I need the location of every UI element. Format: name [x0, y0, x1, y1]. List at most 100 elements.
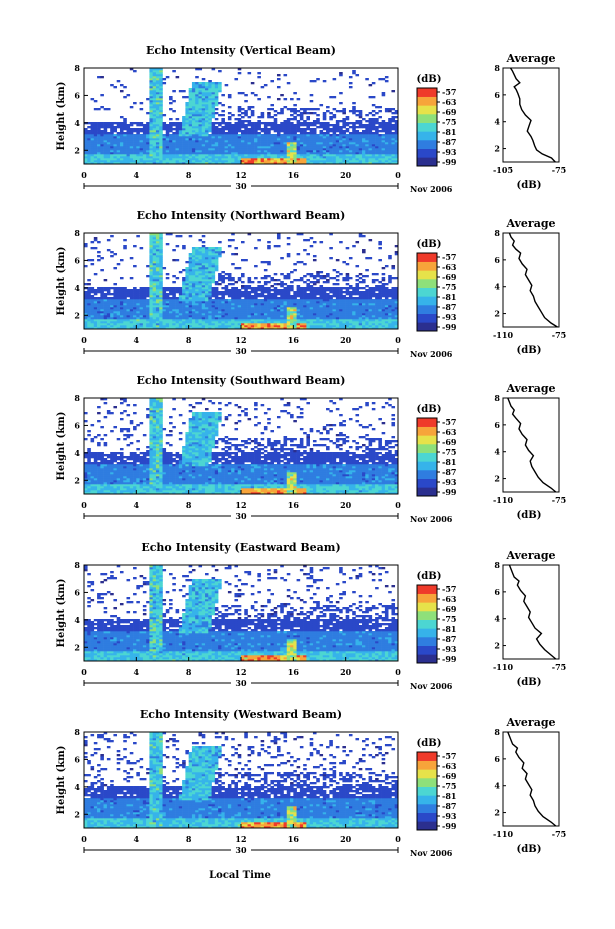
heatmap-cell	[198, 283, 203, 286]
heatmap-cell	[234, 327, 239, 330]
heatmap-cell	[342, 317, 346, 320]
heatmap-cell	[195, 277, 199, 280]
heatmap-cell	[159, 148, 163, 151]
heatmap-cell	[110, 138, 114, 141]
heatmap-cell	[358, 309, 363, 312]
heatmap-cell	[182, 162, 186, 165]
heatmap-cell	[146, 293, 150, 296]
heatmap-cell	[103, 138, 108, 141]
heatmap-cell	[214, 255, 219, 258]
heatmap-cell	[93, 321, 98, 324]
heatmap-cell	[348, 134, 353, 137]
heatmap-cell	[388, 154, 392, 157]
heatmap-cell	[191, 287, 196, 290]
heatmap-cell	[87, 158, 91, 161]
heatmap-cell	[165, 321, 170, 324]
heatmap-cell	[221, 301, 225, 304]
heatmap-cell	[231, 293, 235, 296]
heatmap-cell	[276, 146, 281, 149]
heatmap-cell	[394, 162, 399, 165]
heatmap-cell	[149, 70, 153, 73]
heatmap-cell	[250, 132, 255, 135]
heatmap-cell	[267, 142, 271, 145]
heatmap-cell	[195, 285, 199, 288]
heatmap-cell	[165, 76, 170, 79]
heatmap-cell	[263, 130, 268, 133]
heatmap-cell	[296, 158, 301, 161]
heatmap-cell	[139, 321, 144, 324]
heatmap-cell	[214, 126, 219, 129]
heatmap-cell	[299, 112, 304, 115]
heatmap-cell	[322, 122, 327, 125]
heatmap-cell	[175, 140, 180, 143]
heatmap-cell	[185, 150, 189, 153]
heatmap-cell	[319, 323, 324, 326]
heatmap-cell	[146, 150, 150, 153]
heatmap-cell	[133, 265, 137, 268]
heatmap-cell	[103, 311, 108, 314]
heatmap-cell	[339, 132, 343, 135]
heatmap-cell	[152, 249, 157, 252]
heatmap-cell	[191, 112, 196, 115]
heatmap-cell	[152, 158, 157, 161]
heatmap-cell	[126, 142, 131, 145]
heatmap-cell	[165, 124, 170, 127]
heatmap-cell	[316, 279, 320, 282]
heatmap-cell	[244, 144, 248, 147]
heatmap-cell	[299, 311, 304, 314]
heatmap-cell	[113, 307, 118, 310]
heatmap-cell	[119, 126, 124, 129]
heatmap-cell	[165, 134, 170, 137]
heatmap-cell	[165, 158, 170, 161]
heatmap-cell	[198, 144, 203, 147]
heatmap-cell	[169, 319, 173, 322]
profile-y-tick-label: 2	[494, 144, 500, 154]
heatmap-cell	[326, 319, 330, 322]
heatmap-cell	[368, 120, 373, 123]
heatmap-cell	[348, 146, 353, 149]
heatmap-cell	[93, 130, 98, 133]
heatmap-cell	[185, 269, 189, 272]
heatmap-cell	[191, 293, 196, 296]
heatmap-cell	[286, 297, 291, 300]
heatmap-cell	[296, 110, 301, 113]
heatmap-cell	[371, 104, 376, 107]
heatmap-cell	[273, 152, 278, 155]
heatmap-cell	[270, 152, 275, 155]
heatmap-cell	[332, 325, 337, 328]
heatmap-cell	[97, 309, 101, 312]
heatmap-cell	[375, 325, 379, 328]
heatmap-cell	[169, 154, 173, 157]
heatmap-cell	[312, 241, 317, 244]
heatmap-cell	[185, 299, 189, 302]
heatmap-cell	[191, 247, 196, 250]
heatmap-cell	[375, 158, 379, 161]
heatmap-cell	[191, 271, 196, 274]
heatmap-cell	[273, 122, 278, 125]
heatmap-cell	[195, 90, 199, 93]
heatmap-cell	[126, 130, 131, 133]
heatmap-cell	[227, 245, 232, 248]
heatmap-cell	[188, 257, 193, 260]
heatmap-cell	[152, 108, 157, 111]
heatmap-cell	[276, 138, 281, 141]
heatmap-cell	[250, 82, 255, 85]
heatmap-cell	[218, 102, 222, 105]
heatmap-cell	[188, 299, 193, 302]
heatmap-cell	[185, 158, 189, 161]
heatmap-cell	[319, 144, 324, 147]
heatmap-cell	[299, 297, 304, 300]
heatmap-cell	[129, 150, 134, 153]
heatmap-cell	[270, 311, 275, 314]
heatmap-cell	[234, 124, 239, 127]
heatmap-cell	[280, 144, 284, 147]
heatmap-cell	[352, 311, 356, 314]
heatmap-cell	[169, 299, 173, 302]
heatmap-cell	[312, 134, 317, 137]
heatmap-cell	[273, 144, 278, 147]
heatmap-cell	[139, 130, 144, 133]
heatmap-cell	[237, 162, 242, 165]
heatmap-cell	[254, 132, 258, 135]
heatmap-cell	[116, 124, 121, 127]
heatmap-cell	[205, 92, 209, 95]
